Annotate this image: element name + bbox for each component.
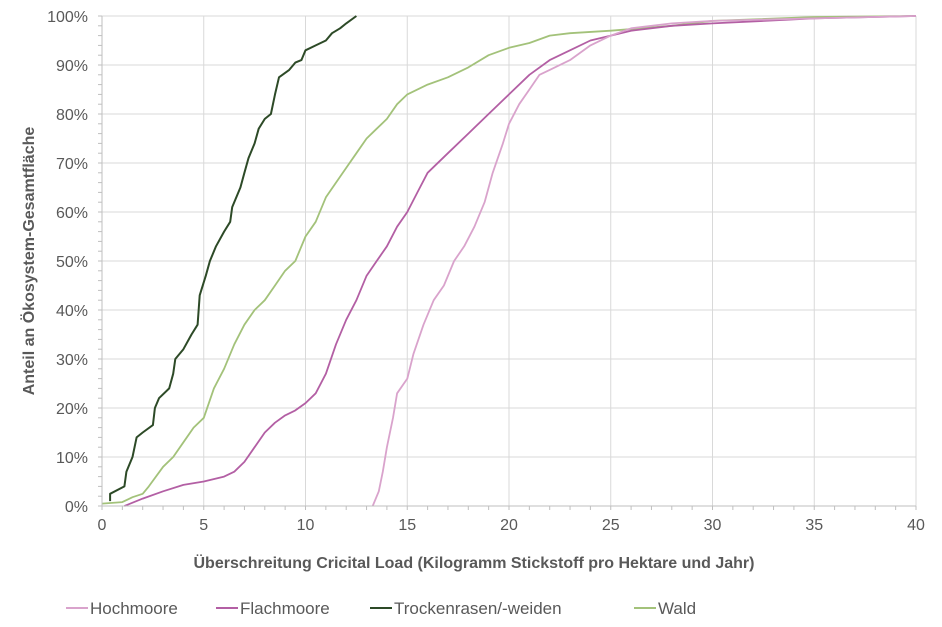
y-tick-label: 20% <box>56 401 88 418</box>
legend-label: Flachmoore <box>240 599 330 618</box>
y-tick-label: 50% <box>56 254 88 271</box>
legend-label: Hochmoore <box>90 599 178 618</box>
x-tick-label: 40 <box>907 517 925 534</box>
x-tick-label: 25 <box>602 517 620 534</box>
y-tick-label: 10% <box>56 450 88 467</box>
series-line-hochmoore <box>371 15 917 507</box>
y-tick-label: 90% <box>56 58 88 75</box>
series-line-trockenrasen-weiden <box>109 15 357 502</box>
legend-label: Trockenrasen/-weiden <box>394 599 562 618</box>
axes: 0 5 10 15 20 25 30 35 40 0% 10% 20% 30% 40% 50% 60% 70% 8… <box>47 9 925 534</box>
x-tick-label: 15 <box>398 517 416 534</box>
x-tick-label: 5 <box>199 517 208 534</box>
y-tick-label: 40% <box>56 303 88 320</box>
y-axis-label: Anteil an Ökosystem-Gesamtfläche <box>19 127 38 396</box>
y-tick-label: 30% <box>56 352 88 369</box>
series-line-wald <box>101 15 917 505</box>
series-lines <box>101 15 917 507</box>
x-axis-label: Überschreitung Cricital Load (Kilogramm … <box>194 553 755 572</box>
x-tick-label: 30 <box>704 517 722 534</box>
y-tick-label: 0% <box>65 499 88 516</box>
x-tick-label: 35 <box>805 517 823 534</box>
series-line-flachmoore <box>124 15 917 507</box>
x-tick-label: 0 <box>98 517 107 534</box>
y-tick-label: 100% <box>47 9 88 26</box>
gridlines <box>101 15 917 507</box>
x-tick-label: 10 <box>297 517 315 534</box>
legend: Hochmoore Flachmoore Trockenrasen/-weiden W… <box>66 599 696 618</box>
y-tick-label: 80% <box>56 107 88 124</box>
legend-label: Wald <box>658 599 696 618</box>
y-tick-label: 70% <box>56 156 88 173</box>
x-tick-label: 20 <box>500 517 518 534</box>
y-tick-label: 60% <box>56 205 88 222</box>
